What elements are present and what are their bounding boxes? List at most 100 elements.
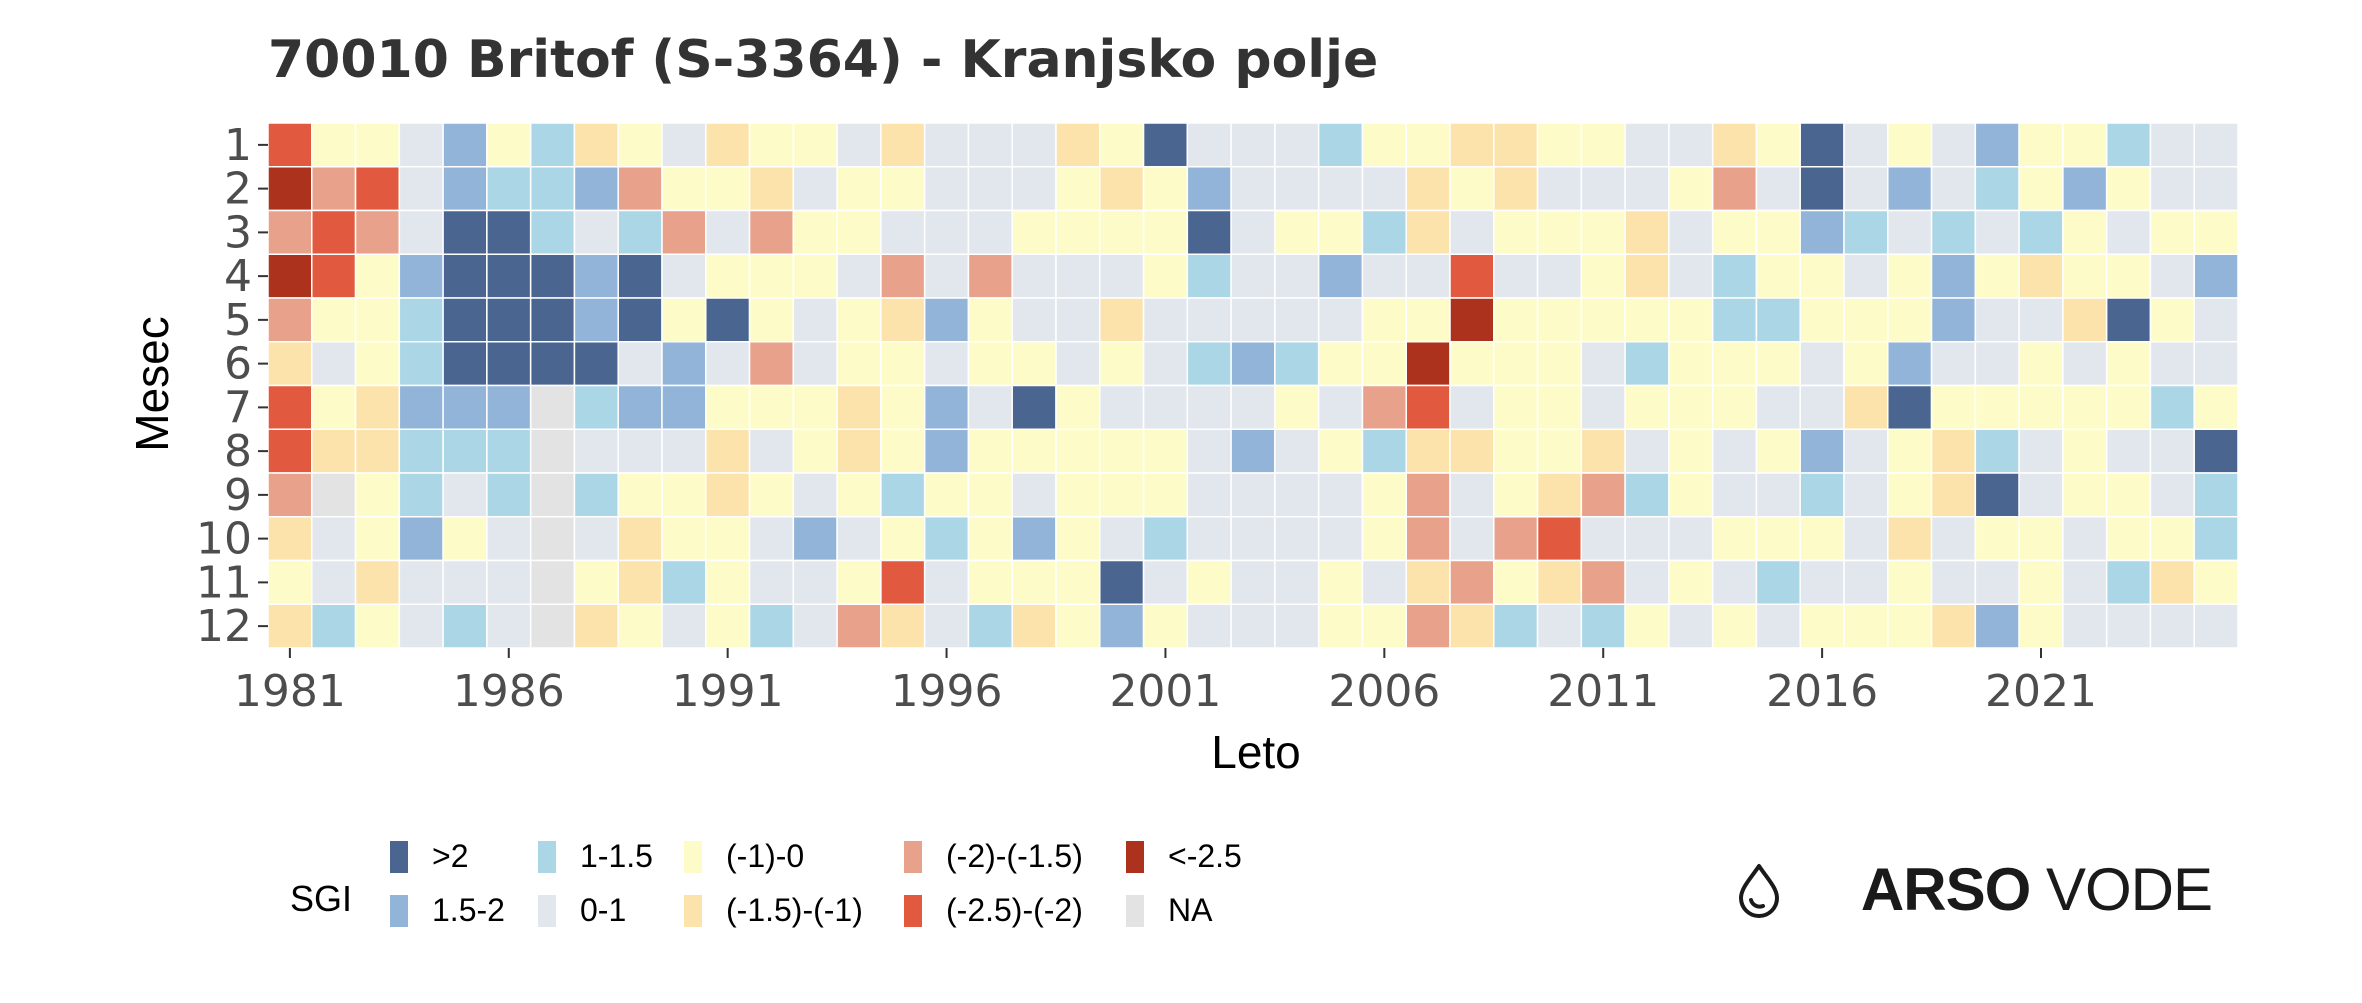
- heatmap-cell: [1887, 472, 1933, 518]
- heatmap-cell: [1230, 122, 1276, 168]
- heatmap-cell: [1930, 428, 1977, 474]
- heatmap-cell: [398, 253, 444, 299]
- heatmap-cell: [2062, 384, 2108, 430]
- heatmap-cell: [2149, 166, 2195, 212]
- heatmap-cell: [1755, 559, 1801, 605]
- heatmap-cell: [398, 122, 444, 168]
- heatmap-cell: [398, 428, 444, 474]
- heatmap-cell: [2018, 122, 2064, 168]
- heatmap-cell: [311, 516, 357, 562]
- heatmap-cell: [1274, 341, 1320, 387]
- heatmap-cell: [748, 253, 795, 299]
- heatmap-cell: [923, 166, 970, 212]
- heatmap-cell: [2062, 297, 2108, 343]
- heatmap-cell: [1099, 428, 1145, 474]
- heatmap-cell: [1930, 297, 1977, 343]
- heatmap-cell: [1887, 297, 1933, 343]
- heatmap-cell: [1843, 472, 1889, 518]
- heatmap-cell: [880, 341, 926, 387]
- heatmap-cell: [573, 384, 619, 430]
- heatmap-cell: [2062, 209, 2108, 255]
- heatmap-cell: [792, 603, 838, 649]
- y-tick-label: 3: [224, 207, 252, 258]
- y-tick-label: 8: [224, 426, 252, 477]
- heatmap-cell: [1011, 428, 1057, 474]
- heatmap-cell: [1405, 166, 1451, 212]
- heatmap-cell: [2018, 472, 2064, 518]
- heatmap-cell: [1974, 297, 2020, 343]
- heatmap-cell: [1493, 341, 1539, 387]
- heatmap-cell: [311, 122, 357, 168]
- heatmap-cell: [573, 122, 619, 168]
- heatmap-cell: [1493, 297, 1539, 343]
- arso-vode-logo: ARSO VODE: [1729, 855, 2213, 924]
- heatmap-cell: [617, 253, 663, 299]
- heatmap-cell: [1274, 253, 1320, 299]
- heatmap-cell: [705, 603, 751, 649]
- heatmap-cell: [1930, 384, 1977, 430]
- heatmap-cell: [1274, 516, 1320, 562]
- heatmap-cell: [1668, 516, 1714, 562]
- heatmap-cell: [705, 516, 751, 562]
- heatmap-cell: [1799, 428, 1845, 474]
- heatmap-cell: [1186, 428, 1232, 474]
- heatmap-cell: [311, 428, 357, 474]
- heatmap-cell: [1361, 516, 1407, 562]
- heatmap-cell: [1668, 384, 1714, 430]
- heatmap-cell: [1274, 384, 1320, 430]
- heatmap-cell: [1887, 428, 1933, 474]
- heatmap-cell: [311, 472, 357, 518]
- heatmap-cell: [529, 516, 576, 562]
- heatmap-cell: [923, 603, 970, 649]
- heatmap-cell: [2018, 253, 2064, 299]
- heatmap-cell: [398, 559, 444, 605]
- heatmap-cell: [1317, 384, 1364, 430]
- heatmap-cell: [1230, 341, 1276, 387]
- heatmap-cell: [1843, 516, 1889, 562]
- heatmap-cell: [1274, 209, 1320, 255]
- heatmap-cell: [1317, 297, 1364, 343]
- heatmap-cell: [661, 472, 707, 518]
- heatmap-cell: [1055, 472, 1101, 518]
- heatmap-cell: [1755, 341, 1801, 387]
- heatmap-cell: [2062, 472, 2108, 518]
- heatmap-cell: [661, 166, 707, 212]
- heatmap-cell: [836, 166, 882, 212]
- heatmap-cell: [2062, 341, 2108, 387]
- legend-swatch: [538, 894, 556, 927]
- heatmap-cell: [2149, 209, 2195, 255]
- heatmap-cell: [967, 428, 1013, 474]
- x-tick-label: 2011: [1547, 666, 1659, 717]
- heatmap-cell: [1493, 559, 1539, 605]
- heatmap-cell: [1843, 428, 1889, 474]
- heatmap-cell: [1230, 472, 1276, 518]
- y-tick-label: 6: [224, 339, 252, 390]
- heatmap-cell: [1230, 384, 1276, 430]
- heatmap-cell: [1449, 428, 1495, 474]
- heatmap-cell: [1405, 428, 1451, 474]
- heatmap-cell: [1536, 428, 1583, 474]
- heatmap-cell: [967, 384, 1013, 430]
- heatmap-cell: [1011, 559, 1057, 605]
- heatmap-cell: [661, 297, 707, 343]
- heatmap-cell: [1449, 297, 1495, 343]
- heatmap-cell: [2018, 603, 2064, 649]
- heatmap-cell: [967, 166, 1013, 212]
- heatmap-cell: [1930, 603, 1977, 649]
- heatmap-cell: [486, 428, 532, 474]
- heatmap-cell: [923, 253, 970, 299]
- heatmap-cell: [1887, 253, 1933, 299]
- heatmap-cell: [1887, 209, 1933, 255]
- heatmap-cell: [1186, 253, 1232, 299]
- heatmap-cell: [1099, 603, 1145, 649]
- heatmap-cell: [2105, 297, 2152, 343]
- heatmap-cell: [1843, 603, 1889, 649]
- heatmap-cell: [1974, 516, 2020, 562]
- heatmap-cell: [442, 384, 488, 430]
- heatmap-cell: [2105, 384, 2152, 430]
- heatmap-cell: [1142, 209, 1189, 255]
- heatmap-cell: [2105, 341, 2152, 387]
- heatmap-cell: [1011, 253, 1057, 299]
- legend-swatch: [904, 894, 922, 927]
- legend-item: >2: [390, 838, 468, 875]
